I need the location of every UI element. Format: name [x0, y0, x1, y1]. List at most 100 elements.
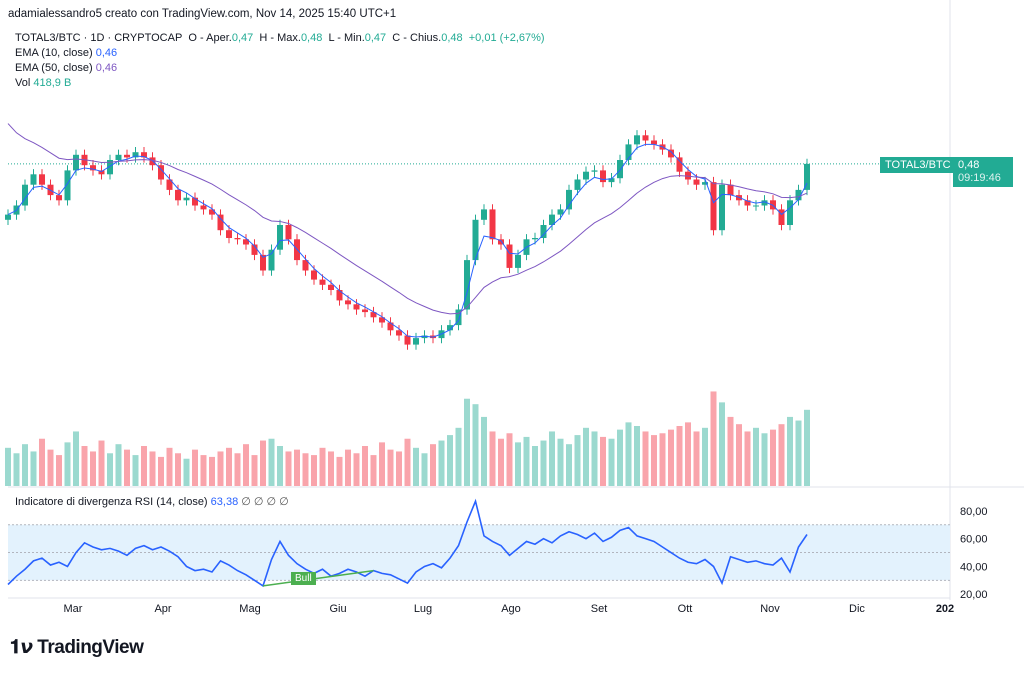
volume-bar	[795, 420, 802, 486]
x-tick-label: Mar	[64, 603, 83, 615]
candle	[192, 197, 198, 206]
volume-bar	[107, 453, 113, 486]
candle	[166, 179, 173, 190]
candle	[277, 225, 283, 250]
symbol-label[interactable]: TOTAL3/BTC · 1D · CRYPTOCAP	[15, 32, 183, 44]
candle	[532, 238, 538, 240]
candle	[226, 230, 232, 238]
candle	[668, 149, 674, 158]
rsi-legend[interactable]: Indicatore di divergenza RSI (14, close)…	[15, 495, 289, 508]
volume-bar	[90, 451, 96, 486]
candle	[311, 270, 317, 280]
volume-bar	[498, 438, 504, 486]
candle	[158, 165, 164, 180]
rsi-label: Indicatore di divergenza RSI (14, close)	[15, 496, 208, 508]
ema50-legend[interactable]: EMA (50, close) 0,46	[15, 62, 117, 74]
volume-bar	[39, 438, 45, 486]
candle	[183, 197, 190, 201]
candle	[574, 179, 581, 190]
candle	[353, 304, 360, 310]
volume-bar	[200, 455, 207, 486]
candle	[396, 330, 402, 336]
volume-bar	[608, 438, 615, 486]
candle	[285, 225, 292, 240]
candle	[132, 152, 139, 158]
volume-bar	[702, 427, 708, 486]
volume-bar	[566, 444, 572, 486]
volume-bar	[736, 424, 742, 486]
volume-bar	[464, 398, 470, 486]
candle	[73, 154, 79, 171]
candle	[379, 317, 385, 323]
volume-bar	[192, 449, 198, 486]
x-tick-label: Lug	[414, 603, 432, 615]
rsi-tick-label: 20,00	[960, 589, 988, 601]
volume-bar	[149, 451, 156, 486]
ema10-line	[7, 143, 808, 338]
candle	[268, 249, 275, 271]
close-value: 0,48	[441, 32, 463, 44]
volume-bar	[268, 438, 275, 486]
ohlc-legend: TOTAL3/BTC · 1D · CRYPTOCAP O - Aper. 0,4…	[15, 32, 545, 44]
candle	[64, 170, 71, 201]
volume-bar	[625, 422, 632, 486]
candle	[685, 171, 691, 180]
ema10-label: EMA (10, close)	[15, 47, 93, 59]
volume-bar	[260, 440, 266, 486]
volume-bar	[370, 455, 377, 486]
last-price-tag: 0,48 09:19:46	[953, 157, 1013, 187]
candle	[362, 309, 368, 313]
candle	[583, 171, 589, 180]
volume-bar	[770, 429, 776, 486]
ema10-legend[interactable]: EMA (10, close) 0,46	[15, 47, 117, 59]
candle	[336, 290, 343, 301]
volume-bar	[328, 451, 334, 486]
candle	[506, 244, 513, 268]
volume-bar	[532, 446, 538, 486]
candle	[447, 325, 453, 331]
volume-bar	[651, 435, 657, 486]
volume-bar	[226, 447, 232, 486]
volume-bar	[311, 455, 317, 486]
candle	[608, 178, 615, 183]
volume-bar	[761, 433, 768, 486]
volume-bar	[98, 440, 105, 486]
candle	[5, 214, 11, 220]
candle	[566, 189, 572, 210]
volume-bar	[234, 453, 241, 486]
candle	[787, 200, 793, 225]
volume-bar	[345, 449, 351, 486]
volume-bar	[430, 444, 436, 486]
volume-bar	[591, 431, 598, 486]
candle	[90, 165, 96, 171]
volume-bar	[617, 429, 623, 486]
x-tick-label: Ott	[678, 603, 693, 615]
candle	[30, 174, 37, 185]
close-label: C - Chius.	[392, 32, 442, 44]
tradingview-logo[interactable]: 𝟏𝞶 TradingView	[10, 636, 144, 659]
candle	[175, 189, 181, 201]
volume-bar	[285, 451, 292, 486]
x-tick-label: 202	[936, 603, 954, 615]
candle	[710, 182, 717, 231]
volume-bar	[64, 442, 71, 486]
volume-bar	[515, 442, 521, 486]
volume-bar	[251, 455, 258, 486]
volume-bar	[5, 447, 11, 486]
volume-value: 418,9 B	[33, 77, 72, 89]
volume-bar	[396, 451, 402, 486]
volume-bar	[294, 449, 300, 486]
volume-bar	[523, 436, 530, 486]
rsi-placeholders: ∅ ∅ ∅ ∅	[241, 496, 289, 508]
volume-bar	[421, 453, 428, 486]
candle	[753, 205, 759, 207]
candle	[115, 154, 122, 160]
rsi-tick-label: 40,00	[960, 561, 988, 573]
volume-legend[interactable]: Vol 418,9 B	[15, 77, 71, 89]
volume-bar	[727, 416, 734, 486]
candle	[744, 200, 751, 206]
candle	[107, 160, 113, 175]
open-label: O - Aper.	[188, 32, 232, 44]
candle	[795, 189, 802, 201]
